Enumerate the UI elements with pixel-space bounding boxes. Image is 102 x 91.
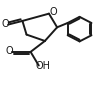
Text: O: O xyxy=(2,19,9,29)
Text: O: O xyxy=(6,46,13,56)
Text: OH: OH xyxy=(35,61,50,71)
Text: O: O xyxy=(49,7,57,17)
